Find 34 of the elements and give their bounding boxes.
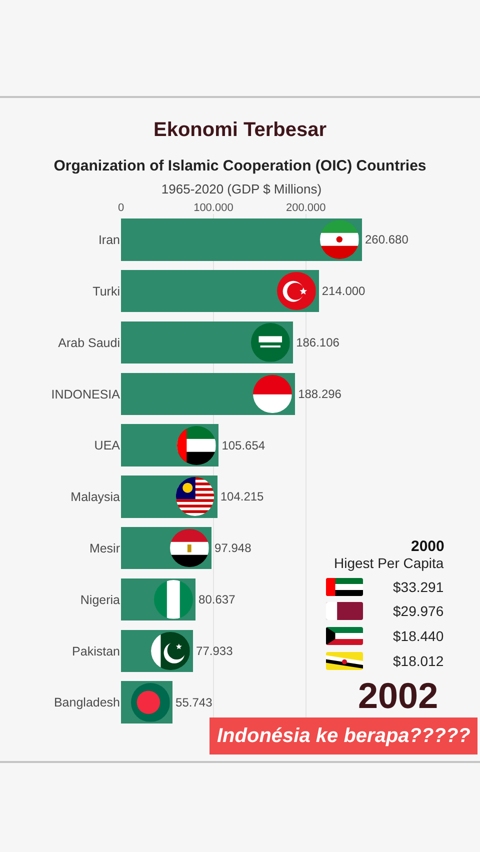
y-tick-label: Bangladesh <box>54 696 120 710</box>
x-tick-label: 200.000 <box>286 202 326 214</box>
text: $29.976 <box>393 603 444 619</box>
data-label: 188.296 <box>298 386 342 401</box>
x-tick-label: 100.000 <box>194 202 234 214</box>
data-label: 214.000 <box>322 284 366 298</box>
text: $18.440 <box>393 628 444 644</box>
data-label: 97.948 <box>214 541 252 556</box>
data-label: 260.680 <box>365 232 409 247</box>
data-label: 105.654 <box>222 438 266 452</box>
y-tick-label: Mesir <box>89 541 120 556</box>
text: $33.291 <box>393 579 444 595</box>
y-tick-label: Arab Saudi <box>58 336 120 350</box>
data-label: 186.106 <box>296 336 340 350</box>
x-tick-label: 0 <box>118 202 124 214</box>
chart-subtitle: Organization of Islamic Cooperation (OIC) Countries <box>54 157 426 174</box>
data-label: 104.215 <box>220 490 264 504</box>
y-tick-label: Malaysia <box>70 490 120 504</box>
y-tick-label: Pakistan <box>72 644 120 658</box>
data-label: 80.637 <box>198 592 236 606</box>
y-tick-label: UEA <box>94 438 121 453</box>
x-axis-title: 1965-2020 (GDP $ Millions) <box>161 182 322 197</box>
y-tick-label: Nigeria <box>80 592 120 607</box>
annotation: Indonésia ke berapa????? <box>217 725 470 747</box>
annotation: 2002 <box>358 675 438 716</box>
y-tick-label: Turki <box>92 284 120 298</box>
chart-title: Ekonomi Terbesar <box>153 119 327 141</box>
y-tick-label: Iran <box>98 233 120 248</box>
text: 2000 <box>411 538 444 555</box>
data-label: 77.933 <box>196 644 234 658</box>
annotation: Higest Per Capita <box>334 555 444 571</box>
text: $18.012 <box>393 653 444 669</box>
data-label: 55.743 <box>176 695 213 710</box>
y-tick-label: INDONESIA <box>51 387 121 402</box>
